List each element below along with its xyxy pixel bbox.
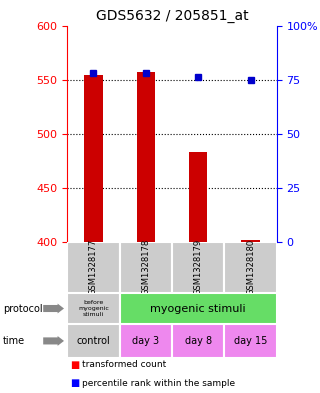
Bar xyxy=(189,152,207,242)
Text: day 3: day 3 xyxy=(132,336,159,346)
Bar xyxy=(120,242,172,293)
Text: day 15: day 15 xyxy=(234,336,267,346)
Bar xyxy=(84,75,103,242)
Bar xyxy=(67,242,120,293)
Bar xyxy=(224,324,277,358)
Bar xyxy=(120,324,172,358)
Title: GDS5632 / 205851_at: GDS5632 / 205851_at xyxy=(96,9,248,23)
Bar xyxy=(241,239,260,242)
Bar xyxy=(224,242,277,293)
Text: protocol: protocol xyxy=(3,303,43,314)
Text: GSM1328179: GSM1328179 xyxy=(194,239,203,295)
Bar xyxy=(120,293,277,324)
Text: before
myogenic
stimuli: before myogenic stimuli xyxy=(78,300,109,317)
Text: GSM1328177: GSM1328177 xyxy=(89,239,98,296)
Text: GSM1328178: GSM1328178 xyxy=(141,239,150,296)
Bar xyxy=(172,324,224,358)
Text: GSM1328180: GSM1328180 xyxy=(246,239,255,295)
Text: myogenic stimuli: myogenic stimuli xyxy=(150,303,246,314)
Text: ■: ■ xyxy=(70,360,80,370)
Text: percentile rank within the sample: percentile rank within the sample xyxy=(82,379,235,387)
Bar xyxy=(67,293,120,324)
Text: time: time xyxy=(3,336,25,346)
Text: control: control xyxy=(76,336,110,346)
Text: day 8: day 8 xyxy=(185,336,212,346)
Bar xyxy=(67,324,120,358)
Bar xyxy=(137,72,155,242)
Text: ■: ■ xyxy=(70,378,80,388)
Text: transformed count: transformed count xyxy=(82,360,166,369)
Bar xyxy=(172,242,224,293)
